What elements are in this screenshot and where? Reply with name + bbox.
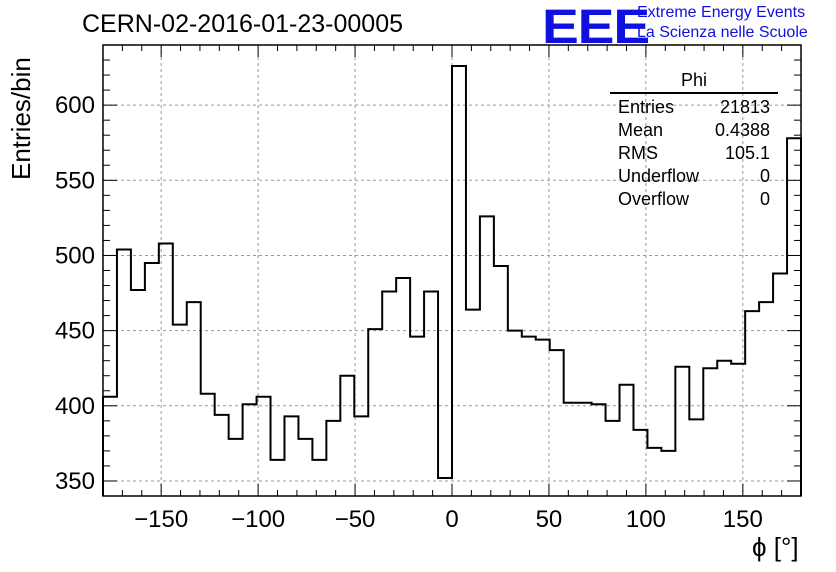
- stats-value: 0: [759, 189, 770, 209]
- stats-value: 21813: [719, 97, 770, 117]
- histogram-bin: [731, 364, 745, 496]
- histogram-bin: [131, 290, 145, 496]
- stats-label: Mean: [618, 120, 664, 140]
- histogram-bin: [326, 421, 340, 496]
- histogram-bin: [368, 329, 382, 496]
- logo-line-1: Extreme Energy Events: [637, 4, 806, 21]
- histogram-bin: [187, 302, 201, 496]
- histogram-bin: [424, 292, 438, 496]
- y-tick-label: 550: [55, 167, 95, 194]
- stats-label: Entries: [618, 97, 675, 117]
- histogram-bin: [382, 292, 396, 496]
- stats-label: RMS: [618, 143, 658, 163]
- histogram-bin: [508, 331, 522, 496]
- histogram-bin: [117, 249, 131, 496]
- histogram-bin: [257, 397, 271, 496]
- histogram-bin: [564, 403, 578, 496]
- stats-label: Underflow: [618, 166, 700, 186]
- histogram-bin: [173, 325, 187, 496]
- histogram-bin: [452, 66, 466, 496]
- stats-row-mean: Mean 0.4388: [610, 119, 778, 142]
- histogram-bin: [298, 439, 312, 496]
- x-tick-label: −100: [231, 506, 285, 533]
- y-tick-label: 450: [55, 318, 95, 345]
- y-tick-label: 500: [55, 242, 95, 269]
- y-tick-label: 600: [55, 92, 95, 119]
- stats-label: Overflow: [618, 189, 690, 209]
- histogram-bin: [396, 278, 410, 496]
- histogram-bin: [522, 337, 536, 496]
- histogram-bin: [647, 448, 661, 496]
- histogram-bin: [620, 385, 634, 496]
- stats-row-rms: RMS 105.1: [610, 142, 778, 165]
- histogram-bin: [717, 361, 731, 496]
- histogram-bin: [536, 340, 550, 496]
- histogram-bin: [354, 416, 368, 496]
- histogram-bin: [438, 478, 452, 496]
- x-tick-label: 100: [626, 506, 666, 533]
- chart-title: CERN-02-2016-01-23-00005: [82, 10, 404, 38]
- histogram-bin: [633, 430, 647, 496]
- histogram-bin: [703, 368, 717, 496]
- histogram-bin: [578, 403, 592, 496]
- stats-box: Phi Entries 21813 Mean 0.4388 RMS 105.1 …: [610, 70, 778, 211]
- histogram-bin: [312, 460, 326, 496]
- x-tick-label: 50: [536, 506, 563, 533]
- stats-row-overflow: Overflow 0: [610, 188, 778, 211]
- histogram-bin: [759, 302, 773, 496]
- x-axis-label: ϕ [°]: [752, 532, 799, 562]
- histogram-bin: [745, 311, 759, 496]
- histogram-bin: [243, 404, 257, 496]
- y-tick-label: 350: [55, 468, 95, 495]
- histogram-bin: [340, 376, 354, 496]
- histogram-bin: [550, 350, 564, 496]
- axis-tick-labels: −150 −100 −50 0 50 100 150 350 400 450 500 550 600: [55, 92, 763, 533]
- histogram-outline: [102, 65, 802, 496]
- stats-value: 0.4388: [714, 120, 770, 140]
- histogram-bin: [215, 415, 229, 496]
- histogram-bin: [201, 394, 215, 496]
- histogram-bin: [773, 274, 787, 496]
- histogram-bin: [466, 310, 480, 496]
- stats-value: 0: [759, 166, 770, 186]
- x-tick-label: −150: [134, 506, 188, 533]
- histogram-bin: [229, 439, 243, 496]
- histogram-bin: [689, 419, 703, 496]
- histogram-bin: [159, 243, 173, 496]
- histogram-bin: [675, 367, 689, 496]
- eee-logo: EEE: [542, 1, 650, 54]
- histogram-bin: [145, 263, 159, 496]
- stats-title: Phi: [610, 70, 778, 94]
- x-tick-label: 0: [445, 506, 458, 533]
- histogram-bin: [494, 266, 508, 496]
- histogram-series: [102, 65, 802, 496]
- y-tick-label: 400: [55, 393, 95, 420]
- stats-row-entries: Entries 21813: [610, 96, 778, 119]
- y-axis-label: Entries/bin: [6, 57, 36, 180]
- histogram-bin: [787, 138, 801, 496]
- histogram-bin: [592, 404, 606, 496]
- stats-row-underflow: Underflow 0: [610, 165, 778, 188]
- x-tick-label: 150: [723, 506, 763, 533]
- logo-line-2: La Scienza nelle Scuole: [637, 24, 808, 41]
- histogram-bin: [480, 216, 494, 496]
- histogram-bin: [284, 416, 298, 496]
- histogram-bin: [661, 451, 675, 496]
- x-tick-label: −50: [335, 506, 376, 533]
- histogram-bin: [606, 421, 620, 496]
- stats-value: 105.1: [724, 143, 770, 163]
- axis-ticks: [102, 44, 802, 497]
- histogram-bin: [410, 337, 424, 496]
